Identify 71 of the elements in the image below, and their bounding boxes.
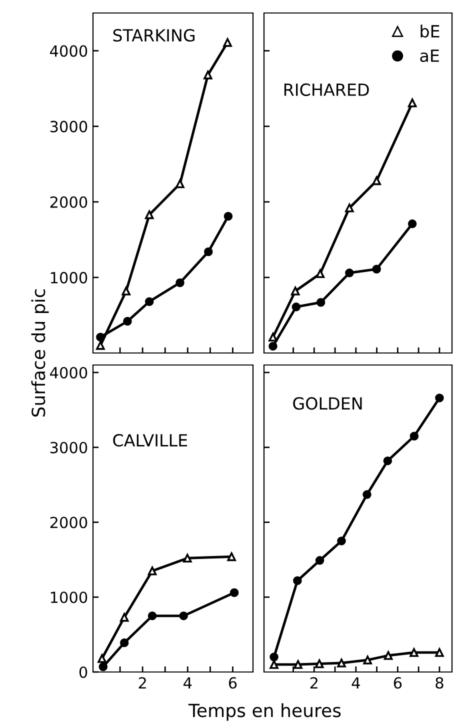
point (315, 556, 324, 565)
y-tick-label: 3000 (50, 120, 88, 132)
point (408, 219, 417, 228)
x-tick-label: 8 (436, 677, 444, 689)
y-tick-label: 4000 (50, 45, 88, 57)
point (345, 268, 354, 278)
point (270, 652, 278, 662)
point (120, 638, 129, 648)
text: STARKING (113, 29, 195, 42)
point (120, 612, 129, 622)
point (410, 432, 419, 441)
point (183, 554, 192, 563)
point (362, 490, 372, 499)
point (337, 536, 346, 546)
point (96, 341, 105, 350)
x-tick-label: 6 (394, 677, 402, 689)
point (384, 651, 393, 660)
point (410, 648, 418, 657)
point (270, 660, 278, 669)
legend-label: bE (420, 24, 440, 38)
point (98, 662, 108, 672)
x-tick-label: 4 (352, 677, 360, 688)
point (316, 269, 325, 278)
point (230, 588, 239, 598)
text: GOLDEN (293, 397, 362, 410)
point (294, 660, 302, 669)
text: CALVILLE (113, 434, 188, 447)
point (204, 247, 213, 256)
point (176, 179, 184, 188)
point (383, 456, 392, 466)
point (372, 264, 381, 274)
point (268, 332, 278, 342)
x-tick-label: 2 (310, 677, 318, 688)
point (435, 648, 444, 657)
x-tick-label: 2 (138, 677, 146, 688)
point (176, 278, 184, 288)
point (227, 552, 236, 562)
point (144, 210, 154, 220)
y-tick-label: 3000 (50, 442, 88, 454)
point (223, 38, 232, 47)
point (204, 70, 212, 80)
point (148, 611, 157, 620)
y-tick-label: 2000 (50, 516, 88, 528)
y-tick-label: 0 (79, 666, 88, 678)
x-tick-label: 4 (184, 677, 192, 688)
point (314, 659, 324, 668)
x-axis-title: Temps en heures (188, 703, 341, 721)
y-tick-label: 1000 (50, 272, 88, 284)
point (290, 286, 300, 296)
legend-label: aE (420, 50, 439, 62)
y-tick-label: 2000 (50, 196, 88, 208)
text: RICHARED (284, 83, 369, 96)
point (123, 316, 132, 326)
point (345, 204, 354, 212)
point (363, 656, 372, 664)
point (337, 658, 346, 668)
point (316, 298, 326, 307)
point (268, 342, 278, 351)
point (98, 654, 106, 663)
point (372, 176, 381, 186)
point (435, 394, 444, 402)
point (224, 212, 233, 221)
point (144, 297, 154, 306)
y-axis-title: Surface du pic (31, 289, 49, 417)
point (179, 611, 188, 620)
y-tick-label: 1000 (50, 592, 88, 604)
x-tick-label: 6 (228, 677, 237, 689)
point (292, 302, 301, 312)
point (293, 576, 302, 586)
point (122, 286, 131, 296)
y-tick-label: 4000 (50, 366, 88, 379)
